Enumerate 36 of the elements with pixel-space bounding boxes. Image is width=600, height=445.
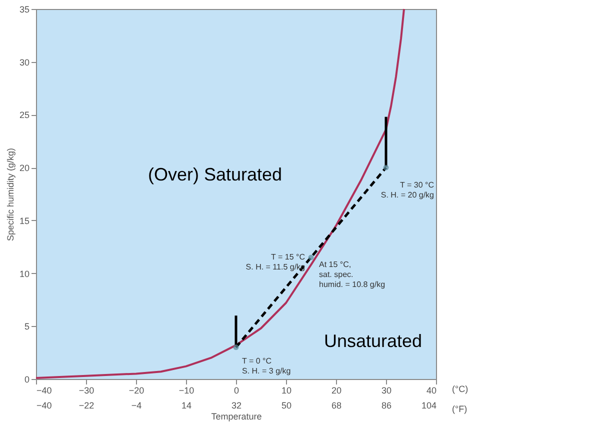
x2-tick-label: 14 — [181, 400, 192, 410]
x-tick-label: 40 — [426, 386, 436, 396]
y-tick-label: 25 — [19, 110, 30, 120]
x2-tick-label: 104 — [421, 400, 436, 410]
x-tick-label: −10 — [178, 386, 194, 396]
text: (°C) — [452, 384, 468, 394]
y-tick-label: 5 — [24, 322, 30, 332]
y-tick-label: 30 — [19, 57, 30, 68]
annotation: Unsaturated — [324, 331, 422, 351]
y-tick-label: 15 — [19, 216, 30, 226]
x2-tick-label: 32 — [231, 400, 242, 410]
x2-tick-label: 86 — [381, 400, 392, 410]
x-tick-label: −30 — [78, 386, 94, 396]
annotation: (Over) Saturated — [148, 164, 282, 184]
x2-tick-label: −40 — [36, 400, 52, 410]
x-tick-label: 20 — [331, 386, 342, 396]
x-axis-title: Temperature — [211, 412, 262, 422]
x-tick-label: 30 — [381, 386, 392, 396]
y-tick-label: 20 — [19, 163, 30, 174]
x2-tick-label: 50 — [281, 400, 292, 410]
annotation: At 15 °C, sat. spec. humid. = 10.8 g/kg — [319, 260, 386, 289]
x2-tick-label: −4 — [131, 400, 142, 410]
x-tick-label: 0 — [234, 386, 240, 396]
x2-tick-label: −22 — [78, 400, 94, 410]
x-tick-label: 10 — [281, 386, 292, 396]
x-tick-label: −40 — [36, 386, 52, 396]
y-tick-label: 0 — [24, 374, 30, 384]
y-tick-label: 10 — [19, 268, 30, 279]
x2-axis-title: (°F) — [452, 404, 468, 414]
x-tick-label: −20 — [128, 386, 144, 396]
x2-tick-label: 68 — [331, 400, 342, 410]
annotation: T = 15 °C S. H. = 11.5 g/kg — [246, 252, 306, 272]
annotation: T = 30 °C S. H. = 20 g/kg — [380, 180, 434, 200]
annotation: T = 0 °C S. H. = 3 g/kg — [242, 356, 291, 376]
y-axis-title: Specific humidity (g/kg) — [5, 148, 16, 242]
y-tick-label: 35 — [19, 4, 30, 14]
